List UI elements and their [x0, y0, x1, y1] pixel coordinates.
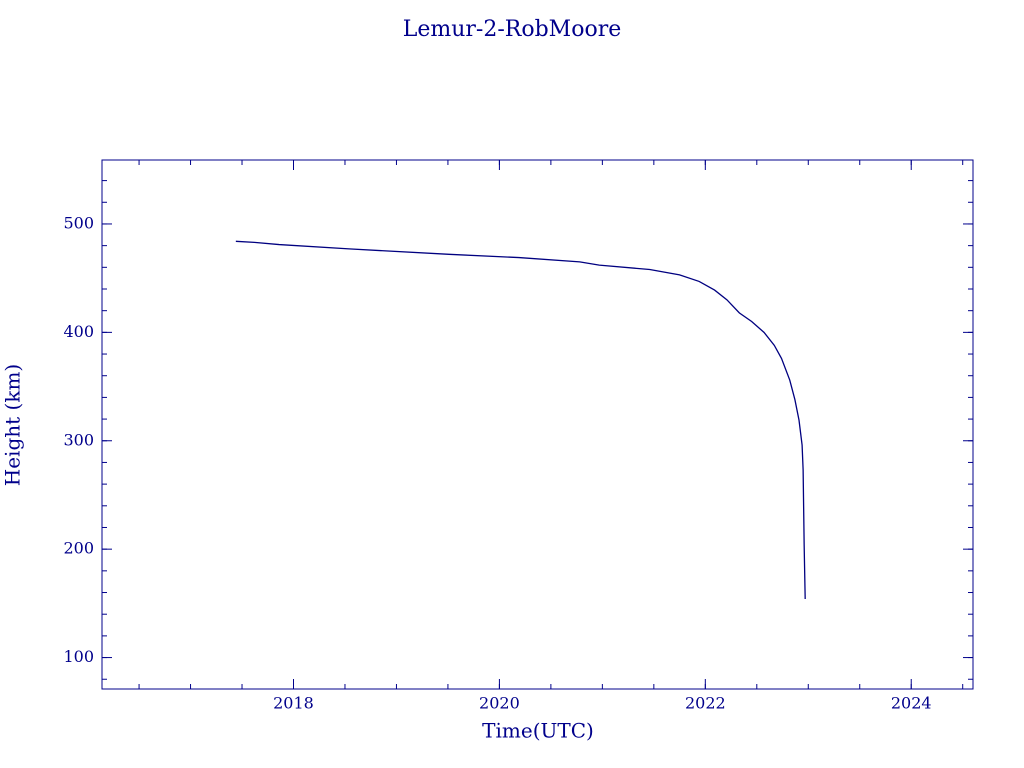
chart-title: Lemur-2-RobMoore — [403, 17, 622, 42]
x-tick-label: 2022 — [685, 694, 726, 713]
y-axis-label: Height (km) — [1, 364, 25, 486]
plot-frame — [101, 159, 974, 690]
x-tick-label: 2018 — [273, 694, 314, 713]
y-tick-label: 500 — [63, 213, 94, 232]
y-tick-label: 400 — [63, 322, 94, 341]
x-tick-label: 2020 — [479, 694, 520, 713]
y-tick-label: 100 — [63, 647, 94, 666]
data-line — [235, 240, 806, 600]
x-axis-label: Time(UTC) — [482, 719, 594, 743]
y-tick-label: 300 — [63, 430, 94, 449]
x-tick-label: 2024 — [891, 694, 932, 713]
y-tick-label: 200 — [63, 539, 94, 558]
